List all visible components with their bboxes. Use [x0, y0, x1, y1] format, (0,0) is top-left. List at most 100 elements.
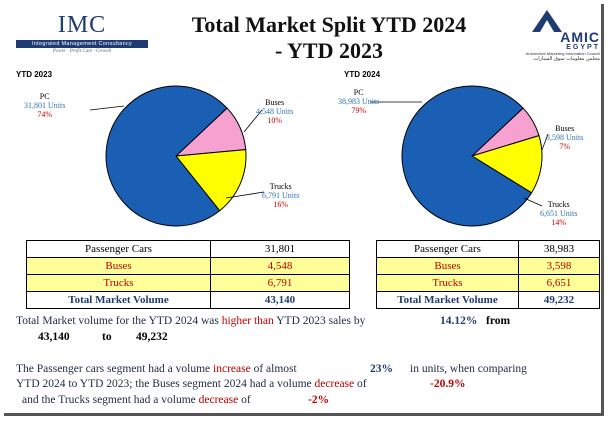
table-cell-value: 43,140: [210, 291, 350, 309]
imc-logo-word: IMC: [57, 12, 107, 38]
pie-2024-label-buses: Buses 3,598 Units 7%: [546, 124, 583, 151]
table-row: Trucks 6,791: [26, 274, 350, 292]
amic-logo-desc: Automotive Marketing Information Council: [525, 51, 600, 56]
title-line-2: - YTD 2023: [275, 38, 383, 63]
summary-value-2023: 43,140: [38, 331, 70, 343]
label-pct: 79%: [351, 106, 366, 115]
table-cell-value: 6,651: [518, 274, 600, 292]
label-pct: 16%: [273, 200, 288, 209]
summary-growth-pct: 14.12%: [440, 315, 478, 327]
label-name: PC: [39, 92, 50, 101]
summary-pc-pct: 23%: [370, 363, 393, 375]
table-cell-value: 38,983: [518, 240, 600, 258]
pie-2023-label-trucks: Trucks 6,791 Units 16%: [262, 182, 299, 209]
summary-text: of: [241, 394, 251, 406]
label-name: Trucks: [547, 200, 570, 209]
page-title: Total Market Split YTD 2024 - YTD 2023: [154, 12, 504, 64]
table-cell-value: 31,801: [210, 240, 350, 258]
pie-2023-slice-trucks: [175, 149, 247, 212]
pie-2024-label-trucks: Trucks 6,651 Units 14%: [540, 200, 577, 227]
title-line-1: Total Market Split YTD 2024: [191, 12, 467, 37]
summary-text: of almost: [253, 363, 297, 375]
table-cell-label: Passenger Cars: [376, 240, 519, 258]
summary-text: in units, when comparing: [410, 363, 527, 375]
pie-2023-leader-pc: [89, 105, 125, 111]
table-row: Total Market Volume 49,232: [376, 291, 600, 309]
pie-2023-leader-buses: [243, 109, 263, 133]
table-cell-label: Total Market Volume: [26, 291, 211, 309]
table-row: Passenger Cars 38,983: [376, 240, 600, 258]
table-cell-label: Trucks: [376, 274, 519, 292]
imc-logo-band: Integrated Management Consultancy: [16, 40, 148, 48]
label-name: Buses: [555, 124, 575, 133]
summary-text: and the Trucks segment had a volume: [22, 394, 196, 406]
label-name: Buses: [265, 98, 285, 107]
label-units: 6,651 Units: [540, 209, 578, 218]
table-cell-value: 49,232: [518, 291, 600, 309]
amic-logo-mark-icon: [532, 10, 562, 32]
pie-2024-leader-trucks: [523, 197, 543, 207]
summary-line-4: and the Trucks segment had a volume decr…: [22, 393, 251, 407]
pie-2023-leader-trucks: [225, 191, 265, 199]
summary-highlight: decrease: [314, 378, 355, 390]
summary-text: of: [357, 378, 367, 390]
table-cell-label: Buses: [376, 257, 519, 275]
label-name: PC: [353, 88, 364, 97]
table-row: Trucks 6,651: [376, 274, 600, 292]
summary-trucks-pct: -2%: [308, 394, 330, 406]
label-pct: 14%: [551, 218, 566, 227]
year-label-2024: YTD 2024: [344, 70, 381, 79]
label-pct: 10%: [267, 116, 282, 125]
pie-2023-slice-pc: [105, 85, 228, 227]
pie-2023-label-pc: PC 31,801 Units 74%: [24, 92, 65, 119]
label-pct: 7%: [559, 142, 570, 151]
table-cell-label: Passenger Cars: [26, 240, 211, 258]
summary-to: to: [102, 331, 112, 343]
summary-highlight: decrease: [198, 394, 239, 406]
summary-buses-pct: -20.9%: [430, 378, 466, 390]
table-row: Total Market Volume 43,140: [26, 291, 350, 309]
imc-logo: IMC Integrated Management Consultancy Po…: [16, 12, 148, 54]
pie-chart-2024: [370, 85, 549, 227]
table-cell-value: 6,791: [210, 274, 350, 292]
volume-table-2024: Passenger Cars 38,983 Buses 3,598 Trucks…: [376, 240, 600, 309]
summary-text: The Passenger cars segment had a volume: [16, 363, 211, 375]
summary-text: YTD 2023 sales by: [276, 315, 366, 327]
summary-line-1: Total Market volume for the YTD 2024 was…: [16, 314, 365, 328]
table-cell-value: 4,548: [210, 257, 350, 275]
amic-logo-arabic: مجلس معلومات سوق السيارات: [533, 56, 600, 62]
amic-logo-sub: EGYPT: [566, 44, 600, 51]
table-row: Buses 3,598: [376, 257, 600, 275]
year-label-2023: YTD 2023: [16, 70, 53, 79]
label-name: Trucks: [269, 182, 292, 191]
summary-line-2: The Passenger cars segment had a volume …: [16, 362, 297, 376]
label-units: 6,791 Units: [262, 191, 300, 200]
pie-chart-2023: [89, 85, 265, 227]
table-cell-label: Buses: [26, 257, 211, 275]
label-units: 38,983 Units: [338, 97, 380, 106]
pie-2024-slice-trucks: [470, 135, 543, 194]
table-row: Passenger Cars 31,801: [26, 240, 350, 258]
label-units: 4,548 Units: [256, 107, 294, 116]
label-units: 3,598 Units: [546, 133, 584, 142]
summary-highlight: increase: [213, 363, 251, 375]
summary-highlight: higher than: [221, 315, 274, 327]
slide: IMC Integrated Management Consultancy Po…: [4, 4, 604, 416]
label-units: 31,801 Units: [24, 101, 66, 110]
pie-2024-slice-pc: [401, 85, 533, 227]
summary-text: YTD 2024 to YTD 2023; the Buses segment …: [16, 378, 312, 390]
summary-line-3: YTD 2024 to YTD 2023; the Buses segment …: [16, 377, 367, 391]
volume-table-2023: Passenger Cars 31,801 Buses 4,548 Trucks…: [26, 240, 350, 309]
summary-text: Total Market volume for the YTD 2024 was: [16, 315, 219, 327]
summary-value-2024: 49,232: [136, 331, 168, 343]
pie-2024-label-pc: PC 38,983 Units 79%: [338, 88, 379, 115]
table-cell-label: Trucks: [26, 274, 211, 292]
summary-from: from: [486, 315, 511, 327]
amic-logo: AMIC EGYPT Automotive Marketing Informat…: [524, 8, 604, 62]
table-cell-label: Total Market Volume: [376, 291, 519, 309]
table-cell-value: 3,598: [518, 257, 600, 275]
pie-2023-label-buses: Buses 4,548 Units 10%: [256, 98, 293, 125]
label-pct: 74%: [37, 110, 52, 119]
table-row: Buses 4,548: [26, 257, 350, 275]
pie-2024-leader-buses: [541, 133, 549, 151]
